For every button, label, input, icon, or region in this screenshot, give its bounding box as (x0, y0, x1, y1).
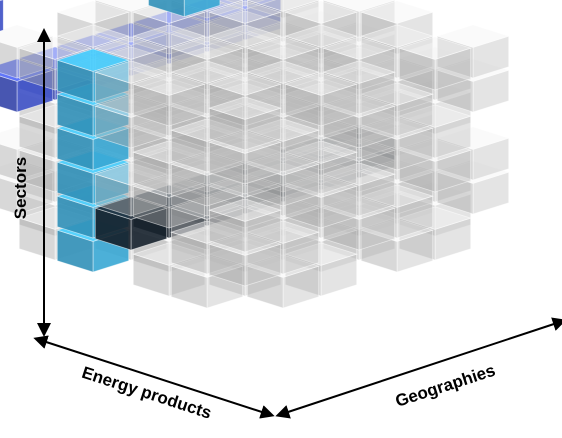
cube-block-top (321, 60, 397, 84)
cube-block-top (245, 46, 321, 70)
cube-block-top (283, 24, 359, 48)
cube-block-top (283, 82, 359, 106)
cube-block-top (245, 60, 321, 84)
geographies-axis (275, 317, 562, 419)
cube-block-top (359, 184, 435, 208)
cube-block-top (93, 162, 169, 186)
cube-block-top (131, 140, 207, 164)
cube-block-top (207, 96, 283, 120)
cube-block-top (283, 10, 359, 34)
cube-block-top (169, 220, 245, 244)
cube-block-top (93, 60, 169, 84)
cube-block-top (321, 0, 397, 12)
cube-block-face (0, 0, 4, 32)
cube-block-top (283, 242, 359, 266)
cube-block-top (283, 140, 359, 164)
cube-block-top (359, 82, 435, 106)
cube-block-top (397, 36, 473, 60)
cube-block-top (207, 0, 283, 24)
cube-block-face (183, 0, 221, 18)
cube-block-face (224, 0, 246, 7)
cube-block-top (131, 242, 207, 266)
cube-block-top (359, 24, 435, 48)
cube-block-top (435, 126, 511, 150)
cube-block-top (55, 24, 131, 48)
cube-block-top (207, 198, 283, 222)
cube-block-face (0, 177, 18, 215)
cube-block-top (321, 46, 397, 70)
cube-block-top (245, 36, 321, 60)
cube-block-face (0, 143, 18, 181)
energy-products-axis-label: Energy products (80, 363, 214, 423)
cube-block-top (207, 10, 283, 34)
cube-block-top (245, 118, 321, 142)
cube-block-top (131, 82, 207, 106)
cube-block-top (169, 36, 245, 60)
cube-block-face (0, 41, 18, 79)
geographies-axis-label: Geographies (393, 361, 498, 411)
cube-block-top (169, 60, 245, 84)
cube-block-top (55, 0, 131, 24)
cube-block-top (397, 46, 473, 70)
cube-block-top (359, 0, 435, 24)
cube-block-top (131, 72, 207, 96)
cube-block-top (131, 24, 207, 48)
cube-grid (0, 0, 511, 309)
cube-block-top (55, 48, 131, 72)
cube-block-top (397, 206, 473, 230)
cube-block-top (435, 24, 511, 48)
sectors-axis-label: Sectors (11, 157, 30, 219)
energy-products-axis (33, 335, 275, 419)
cube-block-top (397, 104, 473, 128)
cube-block-top (169, 118, 245, 142)
cube-block-top (207, 82, 283, 106)
cube-block-top (321, 162, 397, 186)
cube-block-face (0, 75, 18, 113)
cube-block-top (207, 24, 283, 48)
cube-block-top (169, 46, 245, 70)
cube-block-top (245, 0, 321, 12)
cube-block-top (93, 36, 169, 60)
cube-block-top (283, 72, 359, 96)
cube-block-top (283, 0, 359, 24)
cube-block-face (244, 0, 266, 7)
cube-block-face (148, 0, 185, 18)
cube-block-top (321, 36, 397, 60)
cube-block-top (245, 220, 321, 244)
cube-block-top (207, 72, 283, 96)
cube-block-top (0, 0, 4, 1)
